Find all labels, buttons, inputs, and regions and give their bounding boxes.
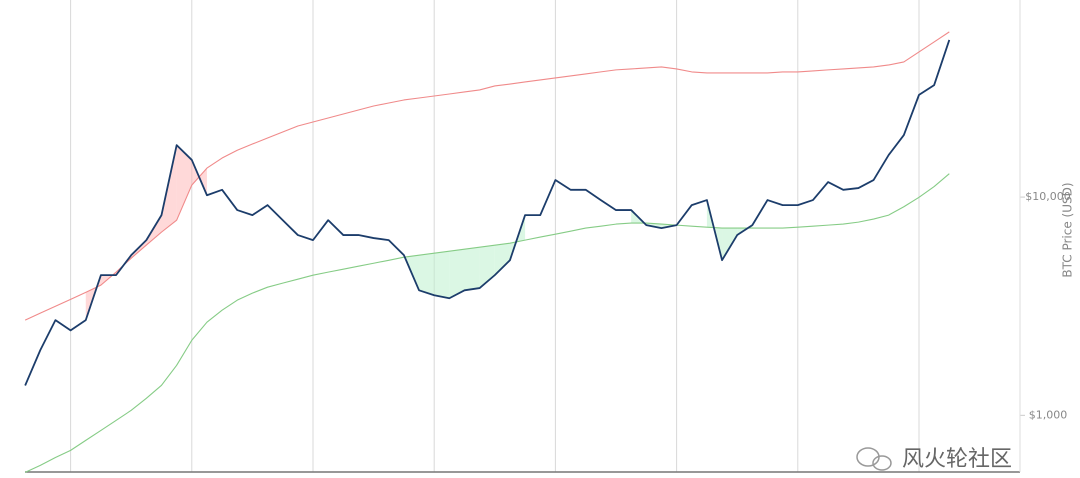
- y-axis-label: BTC Price (USD): [1061, 182, 1075, 277]
- watermark-icon: [872, 455, 892, 471]
- below-band-fill: [494, 243, 510, 276]
- band-line: [24, 31, 950, 321]
- y-tick-label: $10,000: [1025, 190, 1071, 203]
- below-band-fill: [434, 251, 450, 299]
- price-line: [24, 39, 951, 386]
- watermark-text: 风火轮社区: [902, 447, 1012, 472]
- above-band-fill: [161, 145, 177, 233]
- y-tick-label: $1,000: [1029, 408, 1068, 421]
- above-band-fill: [176, 145, 192, 221]
- below-band-fill: [449, 249, 465, 299]
- plot: $1,000 $10,000: [24, 0, 1071, 473]
- band-line: [24, 173, 950, 473]
- watermark-icon: [856, 447, 880, 467]
- below-band-fill: [419, 253, 435, 296]
- below-band-fill: [464, 247, 480, 291]
- watermark: 风火轮社区: [856, 447, 1012, 472]
